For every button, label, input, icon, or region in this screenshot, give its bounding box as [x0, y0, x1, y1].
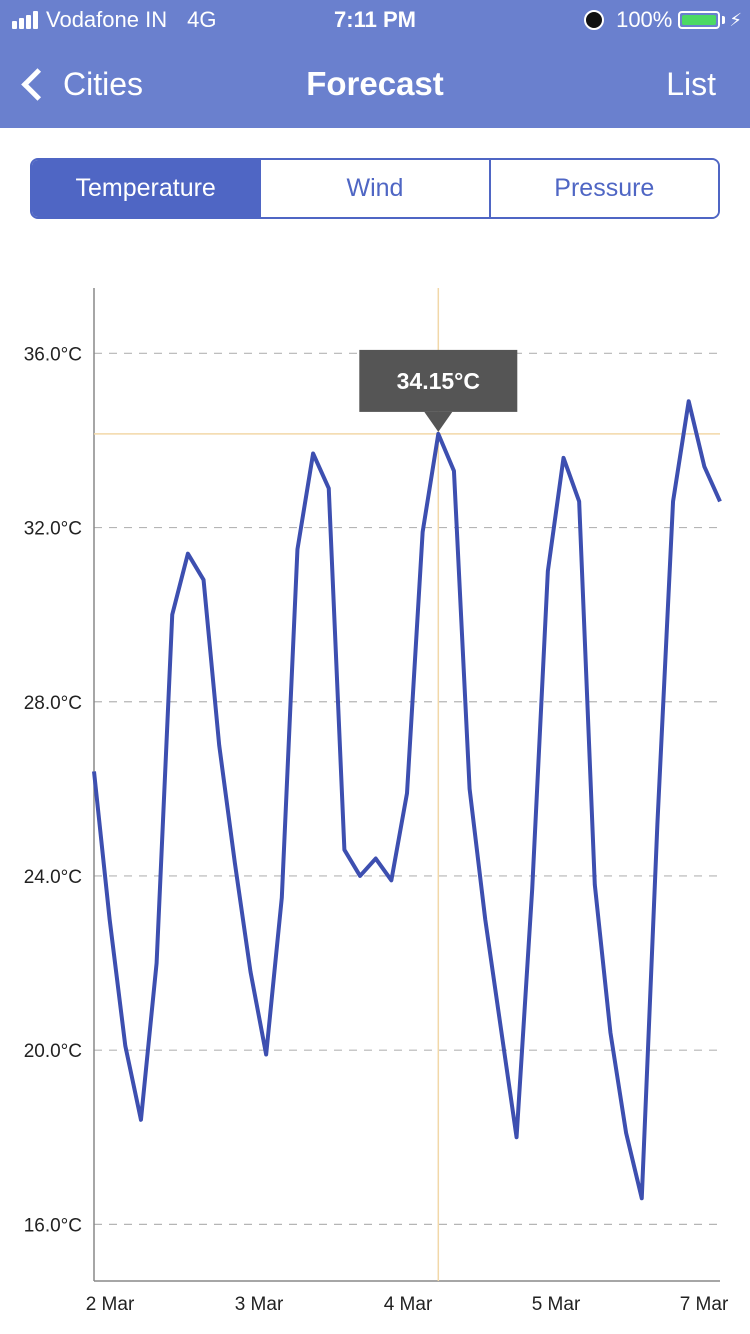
tooltip-box — [359, 349, 518, 412]
x-tick-label: 7 Mar — [680, 1294, 729, 1315]
y-tick-label: 36.0°C — [24, 344, 82, 365]
x-tick-label: 5 Mar — [532, 1294, 581, 1315]
carrier-name: Vodafone IN — [46, 7, 168, 32]
segmented-control: Temperature Wind Pressure — [30, 158, 720, 219]
status-left: Vodafone IN 4G — [12, 6, 216, 34]
status-time: 7:11 PM — [334, 7, 416, 32]
tab-wind[interactable]: Wind — [259, 160, 489, 217]
tooltip-value: 34.15°C — [397, 368, 480, 394]
tooltip-pointer — [424, 411, 453, 432]
battery-percent: 100% — [616, 7, 673, 32]
status-right: 100% ⚡ — [584, 6, 742, 34]
x-tick-label: 4 Mar — [384, 1294, 433, 1315]
charging-icon: ⚡ — [729, 9, 742, 30]
status-bar: Vodafone IN 4G 7:11 PM 100% ⚡ — [0, 0, 750, 40]
chevron-left-icon — [21, 67, 54, 101]
value-tooltip: 34.15°C — [359, 349, 518, 432]
y-tick-label: 24.0°C — [24, 867, 82, 888]
list-button[interactable]: List — [666, 66, 716, 102]
x-tick-label: 2 Mar — [86, 1294, 135, 1315]
x-tick-label: 3 Mar — [235, 1294, 284, 1315]
navigation-bar: Cities Forecast List — [0, 40, 750, 128]
alarm-icon — [584, 10, 605, 30]
temperature-chart[interactable]: 16.0°C 20.0°C 24.0°C 28.0°C 32.0°C 36.0°C 2 Ma… — [0, 260, 750, 1334]
tab-temperature[interactable]: Temperature — [32, 160, 260, 217]
battery-icon — [678, 11, 721, 29]
back-button[interactable]: Cities — [18, 40, 143, 128]
signal-icon — [12, 11, 40, 29]
top-bar: Vodafone IN 4G 7:11 PM 100% ⚡ Cities For… — [0, 0, 750, 128]
network-type: 4G — [187, 7, 217, 32]
battery-tip-icon — [722, 16, 726, 24]
tab-pressure[interactable]: Pressure — [488, 160, 718, 217]
y-tick-label: 32.0°C — [24, 519, 82, 540]
y-tick-label: 20.0°C — [24, 1041, 82, 1062]
y-tick-label: 28.0°C — [24, 693, 82, 714]
y-tick-label: 16.0°C — [24, 1215, 82, 1236]
temperature-line — [92, 399, 722, 1201]
back-button-label: Cities — [63, 65, 144, 102]
